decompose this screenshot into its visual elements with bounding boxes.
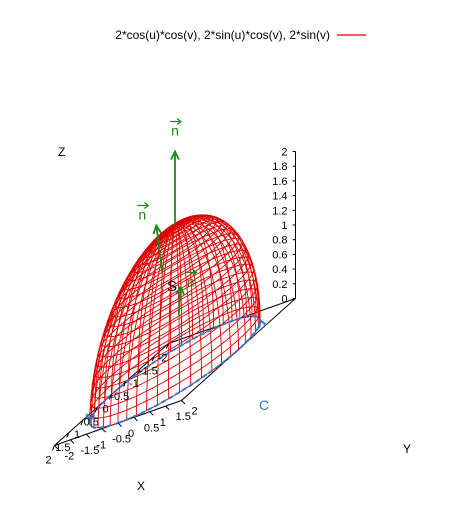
x-tick-label: 1.5 (55, 442, 70, 454)
vector-notation-arrowhead (143, 202, 150, 209)
legend: 2*cos(u)*cos(v), 2*sin(u)*cos(v), 2*sin(… (115, 28, 366, 42)
y-tick-mark (85, 433, 91, 439)
x-tick-mark (66, 432, 70, 438)
y-tick-mark (54, 445, 59, 450)
y-tick-mark (117, 422, 122, 427)
surface-label-s: S (167, 278, 177, 295)
surface-meridian-line (174, 220, 194, 340)
normal-vector-arrowhead (152, 223, 162, 235)
surface-meridian-line (174, 215, 233, 321)
curve-direction-arrow (258, 318, 268, 329)
z-tick-label: 0.2 (272, 279, 287, 291)
surface-meridian-line (174, 220, 252, 338)
z-tick-label: 1 (281, 220, 287, 232)
z-tick-label: 0.4 (272, 264, 287, 276)
surface-meridian-line (174, 217, 224, 325)
surface-meridian-line (174, 224, 192, 386)
legend-label: 2*cos(u)*cos(v), 2*sin(u)*cos(v), 2*sin(… (115, 28, 330, 42)
annotations: Z X Y S C (58, 145, 411, 493)
y-tick-label: -0.5 (112, 434, 131, 446)
x-tick-label: -1 (129, 378, 139, 390)
normal-vector-line (155, 225, 164, 275)
x-tick-mark (94, 407, 98, 413)
surface-meridian-line (174, 221, 246, 344)
normal-label-n: n (171, 123, 179, 139)
surface-meridian-line (93, 224, 176, 428)
normal-label-n: n (138, 207, 146, 223)
boundary-curve-path (88, 315, 262, 429)
x-tick-mark (80, 419, 84, 426)
normal-vector-arrowhead (170, 149, 180, 160)
y-axis-label: Y (403, 442, 411, 456)
x-tick-label: 0 (102, 404, 108, 416)
y-tick-label: 2 (192, 406, 198, 418)
normal-vector-line (177, 286, 182, 315)
x-tick-label: -2 (158, 353, 168, 365)
y-tick-label: -1 (96, 439, 106, 451)
normal-vectors: n n n (137, 118, 198, 315)
y-tick-mark (149, 411, 154, 416)
y-tick-label: -1.5 (80, 445, 99, 457)
x-tick-label: 0.5 (84, 416, 99, 428)
z-tick-label: 0.8 (272, 235, 287, 247)
x-tick-mark (165, 343, 169, 349)
y-tick-label: 0.5 (144, 422, 159, 434)
surface-meridian-line (156, 224, 176, 405)
surface-meridian-line (174, 222, 183, 346)
surface-meridian-line (97, 224, 176, 428)
x-tick-label: 1 (74, 429, 80, 441)
x-tick-label: -0.5 (110, 391, 129, 403)
z-tick-label: 1.8 (272, 161, 287, 173)
surface-meridian-line (167, 224, 176, 399)
x-tick-mark (51, 445, 55, 451)
surface-meridian-line (146, 224, 176, 411)
surface-meridian-line (135, 224, 176, 416)
normal-label-n: n (187, 273, 195, 289)
vector-notation-arrowhead (192, 268, 198, 276)
z-tick-label: 1.4 (272, 191, 287, 203)
z-axis-label: Z (58, 145, 65, 159)
surface-meridian-line (174, 224, 181, 393)
z-tick-label: 0.6 (272, 249, 287, 261)
z-tick-label: 0 (281, 294, 287, 306)
surface-meridian-line (89, 224, 176, 425)
y-tick-mark (133, 417, 138, 422)
x-tick-mark (123, 381, 127, 387)
surface-meridian-line (174, 217, 259, 328)
x-tick-mark (137, 368, 141, 375)
y-tick-mark (101, 428, 106, 433)
surface-meridian-line (90, 224, 176, 427)
y-tick-label: 1 (160, 417, 166, 429)
surface-meridian-line (174, 224, 223, 364)
vector-notation-arrowhead (176, 118, 182, 125)
x-axis-label: X (137, 479, 145, 493)
surface-meridian-line (103, 224, 176, 428)
z-tick-label: 2 (281, 147, 287, 159)
z-tick-label: 1.2 (272, 205, 287, 217)
x-tick-mark (151, 356, 155, 362)
x-tick-label: -1.5 (139, 365, 158, 377)
y-tick-label: 0 (128, 428, 134, 440)
x-tick-label: 2 (45, 455, 51, 467)
tick-labels: -2-1.5-1-0.500.511.52 -2 -1.5-1 -0.50 0.5 1 1.… (45, 147, 296, 467)
y-tick-mark (181, 400, 186, 405)
y-tick-mark (70, 439, 75, 444)
surface-meridian-line (174, 218, 215, 329)
z-tick-label: 1.6 (272, 176, 287, 188)
x-tick-mark (108, 394, 112, 400)
surface-meridian-line (174, 222, 239, 350)
hemisphere-surface (89, 214, 261, 429)
boundary-curve (85, 315, 268, 429)
surface-meridian-line (174, 219, 204, 334)
curve-label-c: C (259, 397, 269, 413)
normal-vector-arrowhead (175, 284, 185, 296)
curve-direction-arrow (85, 413, 96, 424)
y-tick-label: 1.5 (176, 411, 191, 423)
y-tick-mark (165, 405, 170, 410)
y-tick-label: -2 (65, 451, 75, 463)
